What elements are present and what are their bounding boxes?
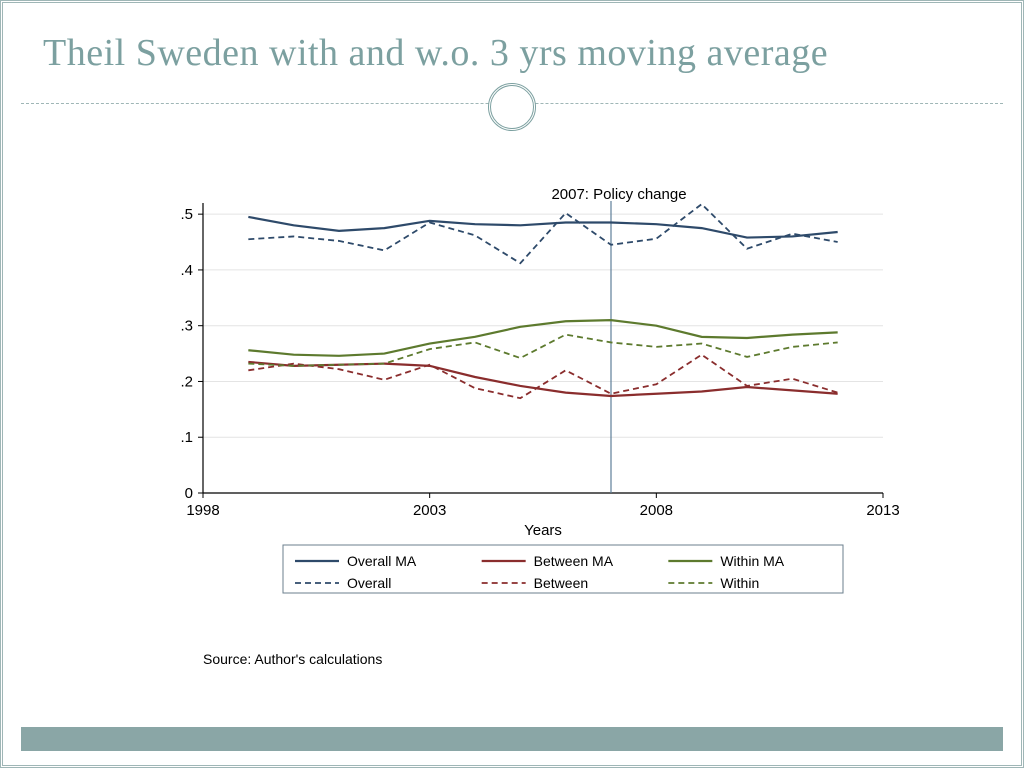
legend-label: Within <box>720 575 759 591</box>
legend-label: Within MA <box>720 553 784 569</box>
theil-line-chart: 0 .1 .2 .3 .4 .5 1998 2003 2008 2013 Years 2007: Po… <box>123 183 903 603</box>
y-tick-label: .4 <box>180 262 193 279</box>
series-between <box>248 355 837 399</box>
y-tick-label: .3 <box>180 318 193 335</box>
legend-label: Between <box>534 575 588 591</box>
legend-label: Between MA <box>534 553 614 569</box>
series-between-ma <box>248 362 837 396</box>
series-overall <box>248 204 837 263</box>
y-tick-label: .1 <box>180 429 193 446</box>
slide-title: Theil Sweden with and w.o. 3 yrs moving … <box>43 31 981 75</box>
x-axis-label: Years <box>524 522 562 539</box>
source-note: Source: Author's calculations <box>203 651 382 667</box>
footer-bar <box>21 727 1003 751</box>
y-tick-label: 0 <box>185 485 193 502</box>
policy-change-annotation: 2007: Policy change <box>551 186 686 203</box>
x-tick-label: 2013 <box>866 502 899 519</box>
x-tick-label: 2008 <box>640 502 673 519</box>
x-tick-label: 2003 <box>413 502 446 519</box>
y-tick-label: .5 <box>180 206 193 223</box>
series-within <box>248 335 837 366</box>
y-tick-label: .2 <box>180 373 193 390</box>
title-divider <box>21 83 1003 129</box>
series-overall-ma <box>248 217 837 238</box>
x-tick-label: 1998 <box>186 502 219 519</box>
ring-ornament-icon <box>488 83 536 131</box>
legend-label: Overall MA <box>347 553 417 569</box>
legend-label: Overall <box>347 575 391 591</box>
